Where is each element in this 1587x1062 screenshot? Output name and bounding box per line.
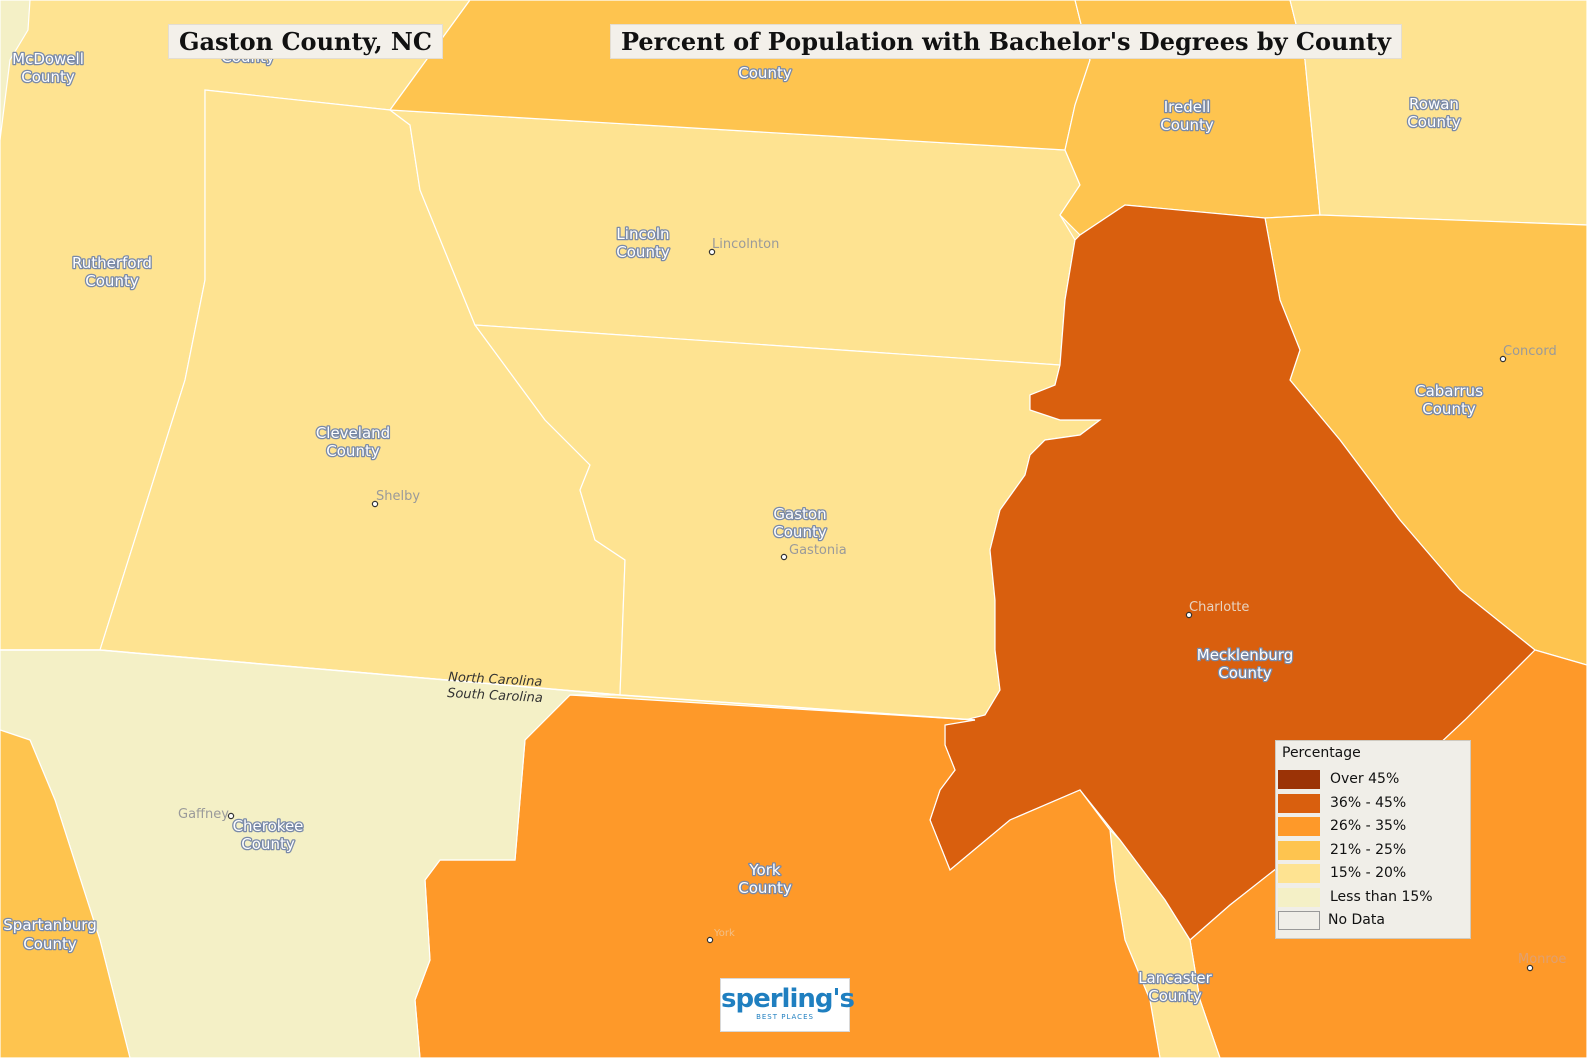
city-label-concord: Concord bbox=[1503, 344, 1557, 359]
city-label-york: York bbox=[713, 928, 735, 939]
label-spartanburg-2: County bbox=[23, 935, 77, 953]
label-cherokee-2: County bbox=[241, 835, 295, 853]
label-cleveland-1: Cleveland bbox=[316, 424, 390, 442]
label-iredell-2: County bbox=[1160, 116, 1214, 134]
city-label-gastonia: Gastonia bbox=[789, 543, 847, 558]
city-label-monroe: Monroe bbox=[1518, 952, 1566, 967]
city-label-lincolnton: Lincolnton bbox=[712, 237, 779, 252]
city-dot-york bbox=[706, 936, 714, 944]
legend-item-26-35: 26% - 35% bbox=[1278, 815, 1406, 837]
city-label-gaffney: Gaffney bbox=[178, 807, 229, 822]
label-cabarrus-1: Cabarrus bbox=[1415, 382, 1483, 400]
legend-swatch bbox=[1278, 769, 1320, 789]
label-rutherford-2: County bbox=[85, 272, 139, 290]
label-gaston-2: County bbox=[773, 523, 827, 541]
sperlings-logo[interactable]: sperling's BEST PLACES bbox=[720, 978, 855, 1032]
legend-swatch bbox=[1278, 840, 1320, 860]
label-rutherford-1: Rutherford bbox=[72, 254, 152, 272]
city-dot-monroe bbox=[1526, 964, 1534, 972]
logo-subtitle: BEST PLACES bbox=[756, 1013, 814, 1021]
legend-swatch bbox=[1278, 887, 1320, 907]
legend-item-less-15: Less than 15% bbox=[1278, 886, 1433, 908]
county-spartanburg bbox=[0, 729, 131, 1059]
legend-item-36-45: 36% - 45% bbox=[1278, 792, 1406, 814]
state-label-nc: North Carolina bbox=[448, 670, 543, 690]
logo-wordmark: sperling's bbox=[721, 984, 855, 1014]
city-dot-gaffney bbox=[227, 812, 235, 820]
city-label-shelby: Shelby bbox=[376, 489, 420, 504]
state-label-sc: South Carolina bbox=[447, 686, 543, 706]
label-cabarrus-2: County bbox=[1422, 400, 1476, 418]
label-lancaster-1: Lancaster bbox=[1138, 969, 1212, 987]
label-mcdowell-1: McDowell bbox=[12, 50, 84, 68]
city-dot-lincolnton bbox=[708, 248, 716, 256]
label-york-1: York bbox=[748, 861, 781, 879]
label-lincoln-1: Lincoln bbox=[616, 225, 669, 243]
legend-label: Over 45% bbox=[1330, 771, 1400, 787]
label-spartanburg-1: Spartanburg bbox=[3, 916, 96, 934]
map-title-main: Percent of Population with Bachelor's De… bbox=[610, 24, 1402, 59]
map-title-county: Gaston County, NC bbox=[168, 24, 443, 59]
legend-label: 15% - 20% bbox=[1330, 865, 1407, 881]
city-dot-charlotte bbox=[1185, 611, 1193, 619]
legend-item-no-data: No Data bbox=[1278, 909, 1385, 931]
legend-label: No Data bbox=[1328, 912, 1385, 928]
label-mecklenburg-1: Mecklenburg bbox=[1197, 646, 1293, 664]
legend-label: 26% - 35% bbox=[1330, 818, 1407, 834]
label-lincoln-2: County bbox=[616, 243, 670, 261]
label-iredell-1: Iredell bbox=[1164, 98, 1211, 116]
legend-item-21-25: 21% - 25% bbox=[1278, 839, 1406, 861]
legend-item-over-45: Over 45% bbox=[1278, 768, 1399, 790]
legend-item-15-20: 15% - 20% bbox=[1278, 862, 1406, 884]
label-mcdowell-2: County bbox=[21, 68, 75, 86]
label-york-2: County bbox=[738, 879, 792, 897]
city-dot-concord bbox=[1499, 355, 1507, 363]
legend-swatch bbox=[1278, 863, 1320, 883]
label-lancaster-2: County bbox=[1148, 987, 1202, 1005]
label-gaston-1: Gaston bbox=[773, 505, 826, 523]
legend: Percentage Over 45% 36% - 45% 26% - 35% … bbox=[1275, 740, 1471, 939]
label-mecklenburg-2: County bbox=[1218, 664, 1272, 682]
legend-swatch bbox=[1278, 816, 1320, 836]
label-rowan-1: Rowan bbox=[1409, 95, 1459, 113]
legend-label: Less than 15% bbox=[1330, 889, 1433, 905]
legend-label: 21% - 25% bbox=[1330, 842, 1407, 858]
county-mcdowell bbox=[0, 0, 31, 141]
label-cherokee-1: Cherokee bbox=[233, 817, 304, 835]
city-dot-gastonia bbox=[780, 553, 788, 561]
label-north-partial-2: County bbox=[738, 64, 792, 82]
legend-title: Percentage bbox=[1282, 745, 1361, 761]
label-cleveland-2: County bbox=[326, 442, 380, 460]
city-dot-shelby bbox=[371, 500, 379, 508]
state-boundary-line bbox=[0, 649, 976, 721]
label-rowan-2: County bbox=[1407, 113, 1461, 131]
legend-label: 36% - 45% bbox=[1330, 795, 1407, 811]
legend-swatch bbox=[1278, 793, 1320, 813]
city-label-charlotte: Charlotte bbox=[1189, 600, 1249, 615]
legend-swatch bbox=[1278, 910, 1320, 930]
